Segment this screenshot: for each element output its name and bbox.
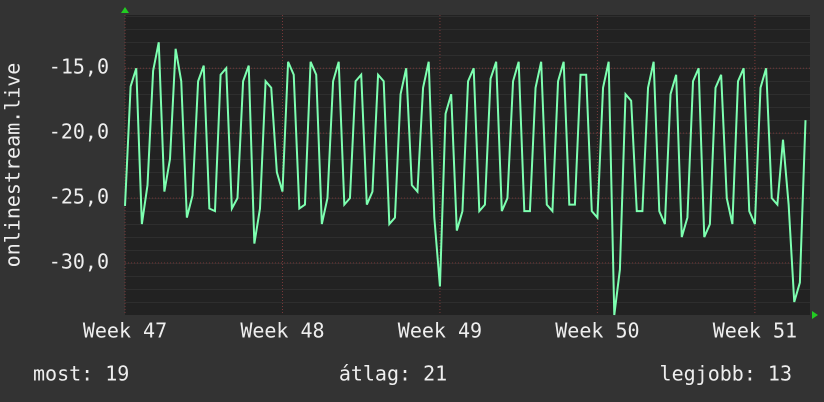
x-tick-label: Week 50: [555, 319, 639, 343]
x-tick-label: Week 49: [398, 319, 482, 343]
footer-average: átlag: 21: [339, 362, 447, 386]
minor-grid: [125, 15, 810, 315]
footer-best: legjobb: 13: [660, 362, 792, 386]
y-axis-label: onlinestream.live: [1, 63, 25, 268]
labels: -15,0 -20,0 -25,0 -30,0 Week 47 Week 48 Week 4…: [49, 55, 797, 343]
y-tick-label: -20,0: [49, 120, 109, 144]
x-tick-label: Week 48: [240, 319, 324, 343]
marks: [124, 42, 807, 316]
x-tick-label: Week 51: [713, 319, 797, 343]
footer-current: most: 19: [33, 362, 129, 386]
y-tick-label: -30,0: [49, 250, 109, 274]
grid: [124, 15, 810, 315]
y-tick-label: -25,0: [49, 185, 109, 209]
x-tick-label: Week 47: [83, 319, 167, 343]
y-arrow: [121, 7, 129, 13]
data-line: [124, 42, 807, 316]
x-arrow: [812, 311, 818, 319]
y-tick-label: -15,0: [49, 55, 109, 79]
